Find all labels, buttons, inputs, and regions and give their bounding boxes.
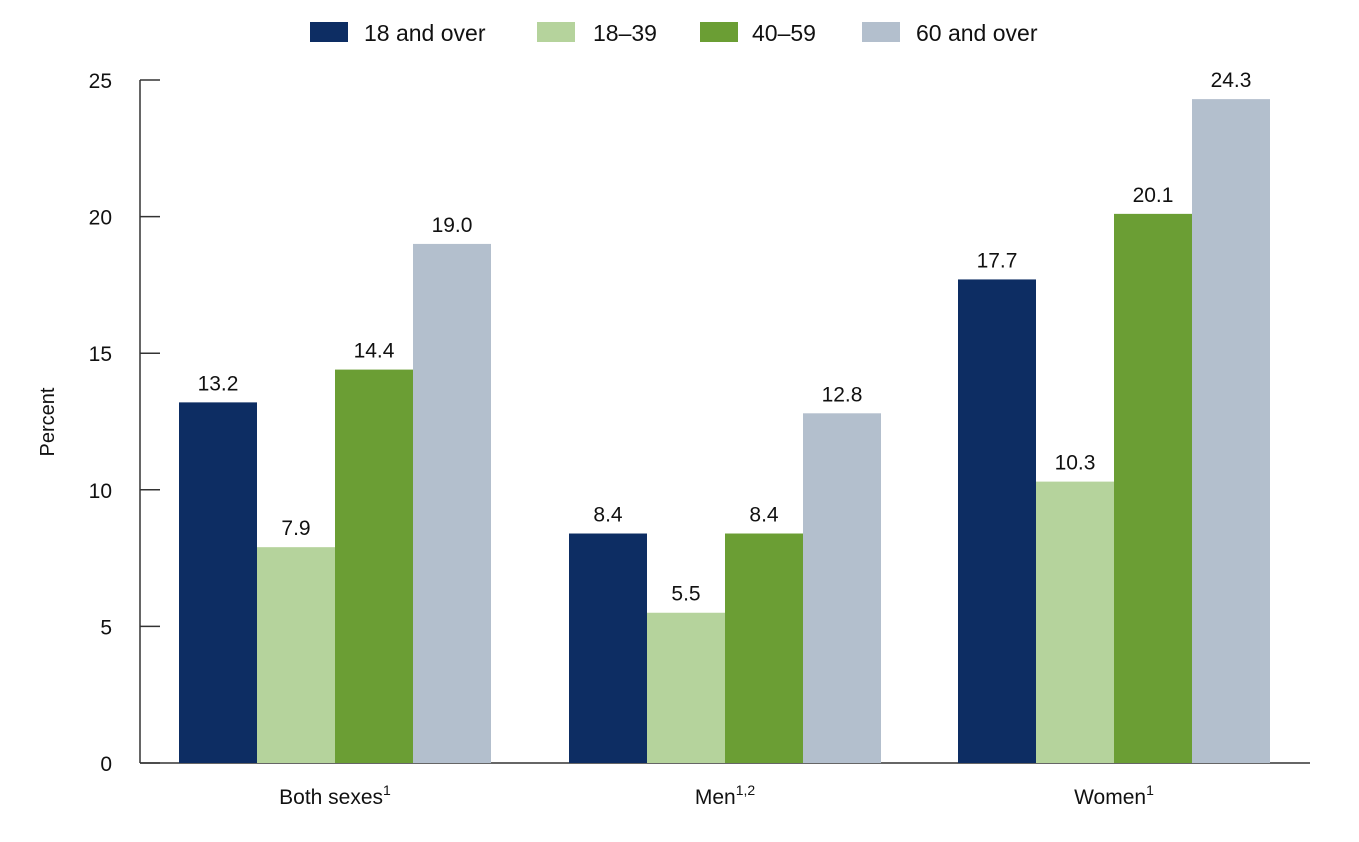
data-label-women-40-59: 20.1	[1133, 184, 1174, 207]
bars	[179, 99, 1270, 764]
y-tick-label-5: 5	[100, 616, 112, 639]
y-tick-label-0: 0	[100, 753, 112, 776]
bar-both-sexes-18-and-over	[179, 402, 257, 763]
x-category-text: Men	[695, 786, 736, 809]
data-label-men-18-and-over: 8.4	[593, 504, 623, 527]
bar-both-sexes-18-39	[257, 547, 335, 763]
y-tick-label-20: 20	[89, 207, 112, 230]
bar-both-sexes-40-59	[335, 369, 413, 763]
y-tick-label-15: 15	[89, 343, 112, 366]
data-label-women-18-and-over: 17.7	[977, 249, 1018, 272]
y-tick-label-10: 10	[89, 480, 112, 503]
data-label-women-60-and-over: 24.3	[1211, 69, 1252, 92]
legend-swatch-60-and-over	[862, 22, 900, 42]
legend-label-18-and-over: 18 and over	[364, 20, 486, 46]
data-label-both-sexes-18-and-over: 13.2	[198, 372, 239, 395]
data-labels: 13.2 7.9 14.4 19.0 8.4 5.5 8.4 12.8 17.7 10.3 20.1…	[198, 69, 1252, 606]
bar-men-18-39	[647, 612, 725, 763]
data-label-men-60-and-over: 12.8	[822, 383, 863, 406]
data-label-both-sexes-18-39: 7.9	[281, 517, 310, 540]
legend-swatch-40-59	[700, 22, 738, 42]
data-label-women-18-39: 10.3	[1055, 452, 1096, 475]
bar-women-60-and-over	[1192, 99, 1270, 763]
legend-swatch-18-and-over	[310, 22, 348, 42]
x-category-footnote: 1,2	[736, 782, 756, 798]
bar-women-18-and-over	[958, 279, 1036, 763]
x-category-text: Women	[1074, 786, 1146, 809]
x-category-label-men: Men1,2	[695, 782, 756, 809]
legend-label-18-39: 18–39	[593, 20, 657, 46]
data-label-both-sexes-40-59: 14.4	[354, 340, 395, 363]
x-category-footnote: 1	[383, 782, 391, 798]
x-category-label-women: Women1	[1074, 782, 1154, 809]
x-category-text: Both sexes	[279, 786, 383, 809]
legend-label-40-59: 40–59	[752, 20, 816, 46]
bar-men-18-and-over	[569, 533, 647, 763]
x-axis: Both sexes1 Men1,2 Women1	[140, 762, 1310, 809]
bar-men-60-and-over	[803, 413, 881, 763]
bar-women-40-59	[1114, 213, 1192, 764]
legend-swatch-18-39	[537, 22, 575, 42]
bar-women-18-39	[1036, 481, 1114, 763]
x-category-footnote: 1	[1146, 782, 1154, 798]
legend-label-60-and-over: 60 and over	[916, 20, 1038, 46]
y-axis-title: Percent	[37, 387, 59, 456]
x-category-label-both-sexes: Both sexes1	[279, 782, 391, 809]
legend: 18 and over 18–39 40–59 60 and over	[310, 20, 1038, 46]
data-label-both-sexes-60-and-over: 19.0	[432, 214, 473, 237]
data-label-men-40-59: 8.4	[749, 504, 779, 527]
y-axis: 0 5 10 15 20 25 Percent	[37, 70, 160, 776]
bar-men-40-59	[725, 533, 803, 763]
y-tick-label-25: 25	[89, 70, 112, 93]
bar-both-sexes-60-and-over	[413, 243, 491, 764]
data-label-men-18-39: 5.5	[671, 583, 700, 606]
